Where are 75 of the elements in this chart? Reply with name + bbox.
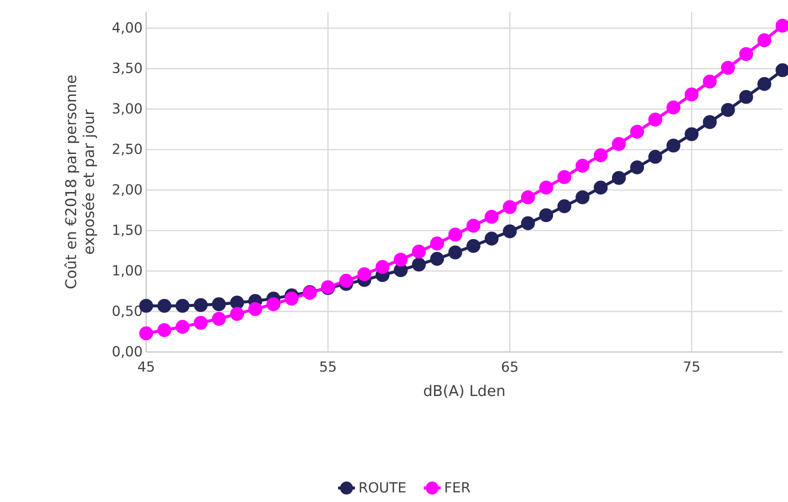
y-tick-label: 3,00: [112, 103, 142, 115]
point: [630, 124, 644, 139]
point: [666, 138, 680, 152]
point: [648, 112, 662, 127]
point: [684, 87, 699, 102]
point: [194, 298, 208, 312]
point: [412, 258, 426, 272]
point: [466, 238, 480, 253]
point: [739, 90, 754, 104]
point: [230, 296, 244, 310]
point: [502, 200, 517, 214]
x-tick-label: 65: [502, 361, 518, 372]
point: [212, 312, 226, 326]
legend-label: ROUTE: [360, 482, 406, 493]
point: [484, 210, 499, 224]
point: [648, 150, 662, 164]
y-tick-label: 0,00: [112, 346, 142, 358]
point: [248, 302, 262, 316]
point: [212, 297, 226, 312]
point: [539, 208, 554, 222]
point: [284, 292, 299, 306]
point: [139, 326, 154, 340]
point: [176, 320, 190, 334]
x-tick-label: 55: [320, 361, 336, 372]
y-tick-label: 1,00: [113, 264, 142, 277]
point: [757, 33, 772, 48]
x-tick-label: 75: [684, 361, 700, 372]
point: [448, 228, 462, 242]
point: [266, 297, 280, 312]
y-tick-label: 1,50: [113, 224, 142, 236]
point: [594, 148, 608, 162]
point: [539, 180, 554, 195]
point: [466, 218, 480, 233]
point: [412, 244, 426, 258]
point: [594, 180, 608, 195]
point: [502, 224, 517, 238]
point: [394, 263, 408, 278]
point: [666, 100, 680, 114]
point: [557, 170, 572, 184]
x-tick-label: 45: [138, 361, 154, 372]
point: [557, 199, 572, 214]
point: [339, 274, 354, 288]
point: [739, 47, 754, 61]
point: [157, 323, 172, 338]
point: [612, 170, 626, 185]
point: [576, 158, 590, 173]
point: [376, 260, 390, 274]
point: [521, 216, 535, 230]
point: [157, 298, 172, 313]
legend-label: FER: [446, 482, 470, 492]
point: [521, 190, 535, 204]
y-tick-label: 4,00: [112, 22, 142, 34]
point: [702, 115, 717, 129]
point: [684, 127, 699, 142]
point: [194, 316, 208, 330]
y-tick-label: 2,50: [112, 144, 142, 156]
point: [357, 267, 372, 282]
y-tick-label: 2,00: [112, 184, 142, 196]
point: [721, 102, 735, 117]
point: [612, 136, 626, 151]
point: [448, 245, 462, 260]
point: [576, 190, 590, 204]
point: [721, 60, 735, 75]
point: [430, 236, 444, 250]
point: [630, 160, 644, 174]
point: [394, 252, 408, 267]
point: [757, 76, 772, 91]
point: [176, 298, 190, 313]
point: [484, 232, 499, 246]
point: [230, 306, 244, 321]
point: [702, 74, 717, 88]
y-axis-title: Coût en €2018 par personne exposée et par jour: [64, 75, 98, 288]
y-tick-label: 3,50: [112, 62, 142, 74]
point: [430, 252, 444, 266]
x-axis-title: dB(A) Lden: [424, 384, 504, 398]
